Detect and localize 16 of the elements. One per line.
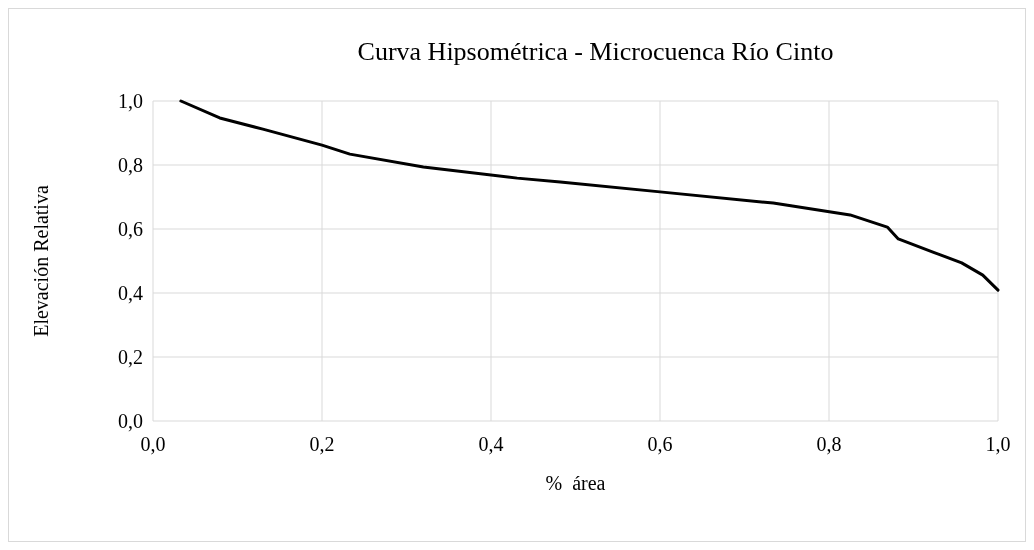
x-tick-label: 0,8 <box>816 433 842 455</box>
y-tick-label: 0,0 <box>118 410 143 432</box>
y-tick-label: 0,2 <box>118 346 143 368</box>
y-tick-label: 1,0 <box>118 90 143 112</box>
x-tick-label: 0,4 <box>478 433 504 455</box>
line-series <box>179 99 1000 292</box>
x-tick-label: 0,0 <box>140 433 166 455</box>
x-tick-label: 1,0 <box>985 433 1011 455</box>
x-tick-label: 0,2 <box>309 433 335 455</box>
y-tick-label: 0,8 <box>118 154 143 176</box>
x-tick-label: 0,6 <box>647 433 673 455</box>
y-tick-label: 0,6 <box>118 218 143 240</box>
y-axis-title: Elevación Relativa <box>30 185 52 337</box>
x-axis-title: % área <box>545 472 606 494</box>
y-tick-label: 0,4 <box>118 282 143 304</box>
chart-title: Curva Hipsométrica - Microcuenca Río Cinto <box>357 37 834 66</box>
